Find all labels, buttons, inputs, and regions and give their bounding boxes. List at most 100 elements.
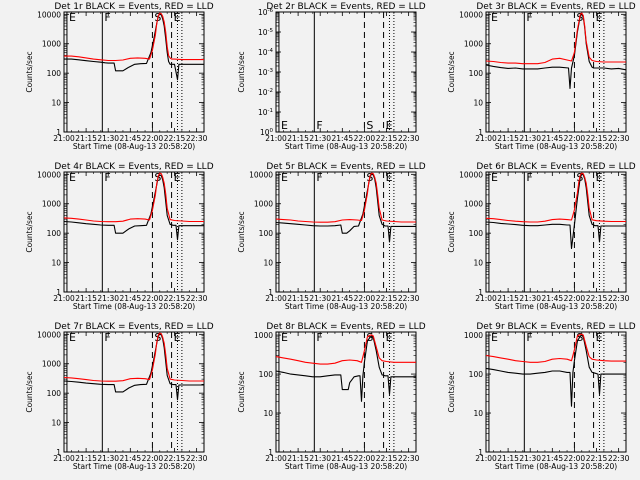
x-tick-label: 22:00 [142,454,164,463]
marker-label: E [491,171,498,184]
x-tick-label: 22:30 [398,294,420,303]
x-tick-label: 21:30 [309,454,331,463]
panel-title: Det 8r BLACK = Events, RED = LLD [266,322,425,332]
x-tick-label: 21:30 [519,454,541,463]
x-tick-label: 21:45 [120,134,142,143]
x-tick-label: 21:30 [309,294,331,303]
tick-exponent: -4 [268,48,274,54]
series-lld [275,172,416,223]
marker-label: E [174,171,181,184]
y-tick-label: 100 [47,69,62,78]
series-lld [485,12,626,65]
y-axis-label: Counts/sec [447,211,456,252]
x-tick-label: 22:30 [186,294,208,303]
x-tick-label: 22:00 [354,294,376,303]
x-tick-label: 21:00 [265,134,287,143]
x-axis-label: Start Time (08-Aug-13 20:58:20) [495,302,617,311]
y-tick-label: 10 [263,409,273,418]
y-axis-label: Counts/sec [25,51,34,92]
y-axis-label: Counts/sec [447,371,456,412]
x-axis-label: Start Time (08-Aug-13 20:58:20) [495,462,617,471]
x-tick-label: 21:45 [542,454,564,463]
y-tick-label: 1000 [464,200,483,209]
y-tick-label: 10-5 [258,28,274,37]
y-tick-label: 10000 [459,10,483,19]
y-axis-label: Counts/sec [25,211,34,252]
y-tick-label: 10 [263,259,273,268]
panel-title: Det 4r BLACK = Events, RED = LLD [54,162,213,172]
y-tick-label: 10000 [249,170,273,179]
x-tick-label: 22:15 [586,134,608,143]
x-tick-label: 22:15 [586,294,608,303]
marker-label: E [386,119,393,132]
x-tick-label: 21:30 [97,134,119,143]
panel-title: Det 5r BLACK = Events, RED = LLD [266,162,425,172]
plot-frame [63,11,205,133]
y-tick-label: 1000 [254,200,273,209]
x-tick-label: 21:15 [287,454,309,463]
x-tick-label: 21:30 [519,294,541,303]
x-tick-label: 22:15 [164,134,186,143]
y-tick-label: 1 [478,448,483,457]
y-tick-label: 10 [473,409,483,418]
tick-base: 10 [260,128,270,137]
y-tick-label: 10 [473,259,483,268]
x-axis-label: Start Time (08-Aug-13 20:58:20) [285,462,407,471]
x-tick-label: 21:15 [497,454,519,463]
y-tick-label: 1 [268,288,273,297]
y-axis-label: Counts/sec [237,211,246,252]
x-axis-label: Start Time (08-Aug-13 20:58:20) [495,142,617,151]
x-tick-label: 21:15 [287,294,309,303]
x-tick-label: 22:15 [376,294,398,303]
x-tick-label: 21:00 [265,454,287,463]
y-axis-label: Counts/sec [237,371,246,412]
x-tick-label: 21:45 [542,134,564,143]
marker-label: E [491,11,498,24]
x-axis-label: Start Time (08-Aug-13 20:58:20) [73,302,195,311]
marker-label: E [386,171,393,184]
x-tick-label: 21:15 [75,294,97,303]
y-tick-label: 100 [259,370,274,379]
marker-label: F [526,171,532,184]
x-tick-label: 22:00 [564,294,586,303]
x-tick-label: 21:00 [53,294,75,303]
x-tick-label: 22:15 [376,454,398,463]
tick-exponent: -2 [268,88,273,94]
marker-label: F [316,331,322,344]
y-tick-label: 10 [51,419,61,428]
y-axis-label: Counts/sec [25,371,34,412]
x-tick-label: 21:45 [332,454,354,463]
x-tick-label: 21:00 [53,134,75,143]
x-tick-label: 22:15 [376,134,398,143]
y-tick-label: 100 [47,229,62,238]
x-tick-label: 22:15 [586,454,608,463]
y-tick-label: 10-4 [258,48,274,57]
series-lld [63,332,204,382]
marker-label: E [281,119,288,132]
panel-title: Det 3r BLACK = Events, RED = LLD [476,2,635,12]
y-tick-label: 1000 [42,200,61,209]
tick-exponent: -6 [268,8,274,14]
panel-title: Det 6r BLACK = Events, RED = LLD [476,162,635,172]
x-tick-label: 22:00 [564,454,586,463]
series-events [485,334,626,407]
x-tick-label: 21:00 [475,134,497,143]
series-lld [485,333,626,363]
y-tick-label: 100 [469,69,484,78]
x-tick-label: 22:00 [354,454,376,463]
series-lld [64,12,204,62]
panel-det3: Det 3r BLACK = Events, RED = LLD 21:00 21:… [447,2,636,151]
marker-label: F [104,171,110,184]
marker-label: F [526,331,532,344]
y-tick-label: 1 [56,448,61,457]
y-tick-label: 1000 [42,40,61,49]
x-tick-label: 21:15 [497,294,519,303]
x-tick-label: 21:45 [120,294,142,303]
x-axis-label: Start Time (08-Aug-13 20:58:20) [285,302,407,311]
plot-frame [63,331,205,453]
tick-base: 10 [258,88,268,97]
